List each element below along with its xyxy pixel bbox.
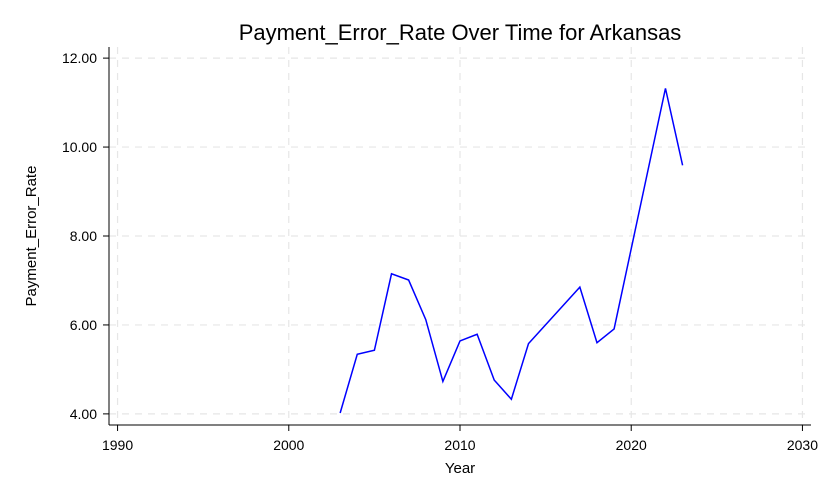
x-tick-label: 2020 [616, 437, 647, 453]
y-tick-label: 10.00 [62, 139, 97, 155]
x-tick-label: 2000 [273, 437, 304, 453]
y-tick-label: 8.00 [70, 228, 97, 244]
series-line [339, 88, 684, 414]
y-tick-label: 4.00 [70, 406, 97, 422]
x-tick-label: 2010 [444, 437, 475, 453]
x-tick-label: 1990 [102, 437, 133, 453]
grid-lines [109, 47, 811, 425]
chart-title: Payment_Error_Rate Over Time for Arkansa… [239, 20, 682, 45]
data-series [339, 88, 684, 414]
x-axis-label: Year [445, 460, 475, 477]
tick-labels: 1990 2000 2010 2020 2030 4.00 6.00 8.00 10.00 12.… [62, 50, 818, 453]
y-axis-label: Payment_Error_Rate [23, 166, 40, 307]
y-tick-label: 12.00 [62, 50, 97, 66]
axes [103, 47, 811, 431]
x-tick-label: 2030 [787, 437, 818, 453]
y-tick-label: 6.00 [70, 317, 97, 333]
